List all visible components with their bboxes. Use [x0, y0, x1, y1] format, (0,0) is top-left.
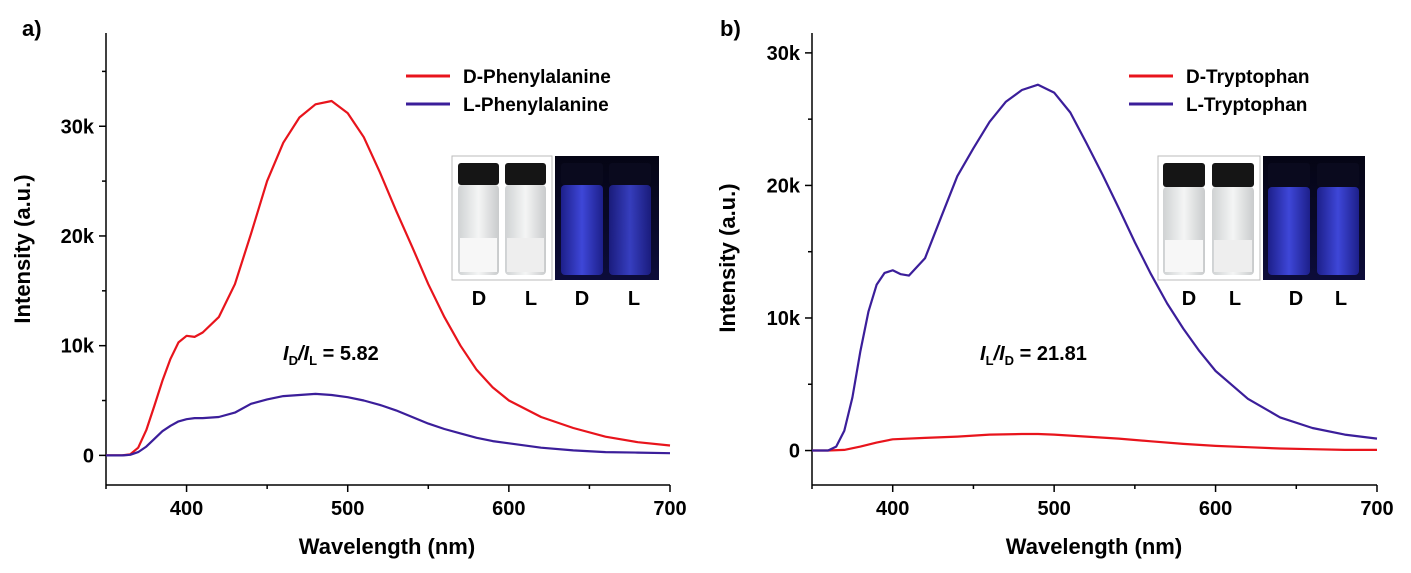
plot-area: 400 500 600 700 0 10k 20k 30k	[767, 33, 1394, 520]
vial-label-l: L	[1335, 288, 1347, 310]
vial-uv-l	[609, 185, 651, 275]
y-tick-label: 10k	[767, 308, 801, 330]
legend-label-d-tryptophan: D-Tryptophan	[1186, 67, 1310, 88]
vial-label-l: L	[1229, 288, 1241, 310]
x-tick-label: 700	[1360, 498, 1393, 520]
ratio-annotation: ID/IL = 5.82	[283, 343, 379, 368]
x-tick-label: 400	[170, 498, 203, 520]
vial-uv-d	[561, 185, 603, 275]
series-line-l-phenylalanine	[106, 392, 671, 457]
vial-cap	[1163, 163, 1205, 187]
y-tick-label: 0	[83, 445, 94, 467]
panel-label: a)	[22, 16, 42, 41]
inset-photo-vials: D L D L	[451, 155, 659, 310]
vial-cap	[1212, 163, 1254, 187]
vial-liquid	[1214, 240, 1252, 272]
plot-area: 400 500 600 700 0 10k 20k 30k	[61, 33, 687, 520]
legend-label-l-phenylalanine: L-Phenylalanine	[463, 95, 609, 116]
vial-label-d: D	[575, 288, 589, 310]
panel-a: a) 400 500 600 700 0 10k 20k 30k Wavelength (nm…	[10, 16, 687, 559]
inset-photo-vials: D L D L	[1157, 155, 1365, 310]
x-axis-label: Wavelength (nm)	[1006, 534, 1182, 559]
vial-liquid	[460, 238, 497, 272]
vial-label-l: L	[525, 288, 537, 310]
legend: D-Tryptophan L-Tryptophan	[1129, 67, 1310, 116]
vial-cap	[458, 163, 499, 185]
vial-liquid	[1165, 240, 1203, 272]
vial-label-d: D	[1182, 288, 1196, 310]
vial-cap	[1268, 163, 1310, 187]
y-tick-label: 30k	[767, 43, 801, 65]
y-tick-label: 0	[789, 441, 800, 463]
x-axis-label: Wavelength (nm)	[299, 534, 475, 559]
y-tick-label: 20k	[61, 226, 95, 248]
series-line-d-tryptophan	[812, 432, 1377, 452]
vial-liquid	[507, 238, 544, 272]
vial-cap	[1317, 163, 1359, 187]
vial-label-d: D	[1289, 288, 1303, 310]
x-tick-label: 400	[876, 498, 909, 520]
legend-label-d-phenylalanine: D-Phenylalanine	[463, 67, 611, 88]
legend: D-Phenylalanine L-Phenylalanine	[406, 67, 611, 116]
y-tick-label: 20k	[767, 175, 801, 197]
ratio-annotation: IL/ID = 21.81	[980, 343, 1087, 368]
y-tick-label: 30k	[61, 116, 95, 138]
y-tick-label: 10k	[61, 336, 95, 358]
panel-label: b)	[720, 16, 741, 41]
panel-b: b) 400 500 600 700 0 10k 20k 30k Wavelength (nm…	[715, 16, 1394, 559]
x-tick-label: 500	[1037, 498, 1070, 520]
x-tick-label: 700	[653, 498, 686, 520]
vial-uv-l	[1317, 187, 1359, 275]
x-tick-label: 600	[1199, 498, 1232, 520]
vial-label-d: D	[472, 288, 486, 310]
vial-cap	[609, 163, 651, 185]
series-line-d-phenylalanine	[106, 99, 671, 457]
legend-label-l-tryptophan: L-Tryptophan	[1186, 95, 1307, 116]
y-axis-label: Intensity (a.u.)	[715, 183, 740, 332]
y-axis-label: Intensity (a.u.)	[10, 174, 35, 323]
vial-cap	[505, 163, 546, 185]
series-line-l-tryptophan	[812, 83, 1378, 452]
vial-label-l: L	[628, 288, 640, 310]
vial-cap	[561, 163, 603, 185]
vial-uv-d	[1268, 187, 1310, 275]
x-tick-label: 500	[331, 498, 364, 520]
x-tick-label: 600	[492, 498, 525, 520]
